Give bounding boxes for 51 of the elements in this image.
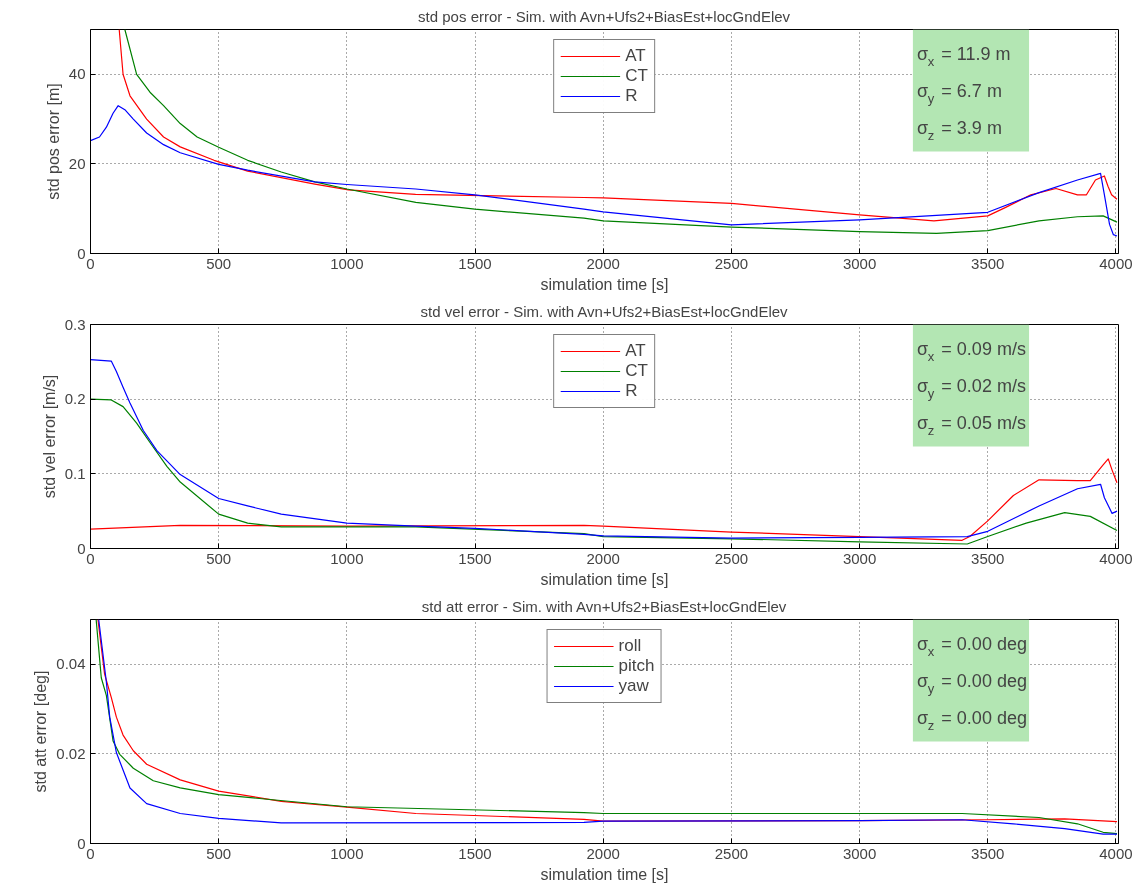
- y-axis-title: std att error [deg]: [32, 670, 50, 793]
- x-tick-label: 1500: [458, 549, 492, 567]
- x-tick-label: 3000: [842, 844, 877, 862]
- x-tick-label: 3500: [971, 844, 1005, 862]
- x-tick-label: 4000: [1099, 549, 1133, 567]
- x-tick-label: 4000: [1099, 254, 1133, 272]
- y-axis-title: std vel error [m/s]: [40, 374, 58, 499]
- x-tick-label: 500: [206, 549, 232, 567]
- legend-label: R: [625, 86, 639, 106]
- y-tick-label: 0.04: [56, 655, 86, 673]
- x-tick-label: 3000: [842, 549, 877, 567]
- y-tick-label: 0.3: [64, 315, 86, 333]
- x-axis-title: simulation time [s]: [540, 865, 669, 883]
- chart-title: std att error - Sim. with Avn+Ufs2+BiasEst+locGndElev: [421, 597, 787, 615]
- x-tick-label: 2500: [714, 549, 749, 567]
- y-axis-title: std pos error [m]: [44, 83, 62, 200]
- line-series: [90, 458, 1118, 541]
- y-tick-label: 20: [68, 154, 86, 172]
- legend-label: AT: [625, 46, 646, 66]
- x-tick-label: 2000: [586, 844, 620, 862]
- y-tick-label: 0.02: [56, 744, 86, 762]
- chart-title: std vel error - Sim. with Avn+Ufs2+BiasEst+locGndElev: [420, 302, 789, 320]
- legend-label: CT: [625, 66, 648, 86]
- x-tick-label: 1000: [330, 549, 364, 567]
- x-tick-label: 3000: [842, 254, 877, 272]
- y-tick-label: 0.2: [64, 390, 86, 408]
- legend-label: roll: [618, 636, 642, 656]
- x-axis-title: simulation time [s]: [540, 570, 669, 588]
- legend-label: AT: [625, 341, 646, 361]
- x-tick-label: 2500: [714, 844, 749, 862]
- x-axis-title: simulation time [s]: [540, 275, 669, 293]
- legend-label: CT: [625, 361, 648, 381]
- x-tick-label: 2000: [586, 254, 620, 272]
- x-tick-label: 4000: [1099, 844, 1133, 862]
- x-tick-label: 2500: [714, 254, 749, 272]
- x-tick-label: 2000: [586, 549, 620, 567]
- x-tick-label: 3500: [971, 549, 1005, 567]
- x-tick-label: 1500: [458, 254, 492, 272]
- legend-label: yaw: [618, 676, 649, 696]
- y-tick-label: 0.1: [64, 464, 86, 482]
- legend-label: R: [625, 381, 639, 401]
- x-tick-label: 1500: [458, 844, 492, 862]
- line-series: [90, 105, 1118, 237]
- x-tick-label: 500: [206, 254, 232, 272]
- y-tick-label: 40: [68, 65, 86, 83]
- chart-title: std pos error - Sim. with Avn+Ufs2+BiasEst+locGndElev: [418, 7, 791, 25]
- legend-label: pitch: [618, 656, 655, 676]
- x-tick-label: 1000: [330, 844, 364, 862]
- x-tick-label: 3500: [971, 254, 1005, 272]
- x-tick-label: 1000: [330, 254, 364, 272]
- x-tick-label: 500: [206, 844, 232, 862]
